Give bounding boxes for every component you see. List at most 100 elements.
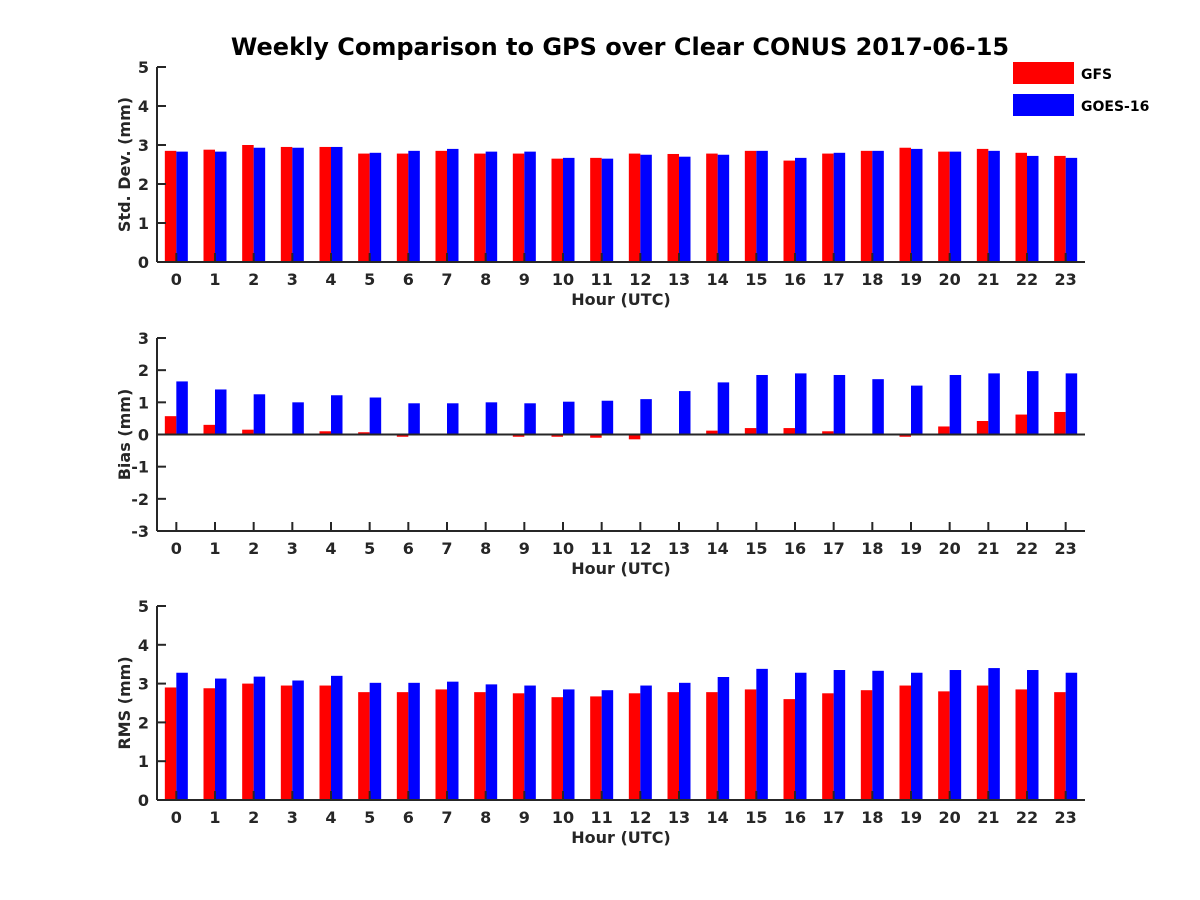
x-tick-label: 12	[629, 539, 651, 558]
x-tick-label: 9	[519, 808, 530, 827]
bar-gfs-hour-0	[164, 416, 177, 435]
bar-gfs-hour-14	[706, 692, 718, 800]
y-tick-label: 0	[138, 791, 149, 810]
bar-goes-16-hour-6	[408, 150, 420, 262]
bar-gfs-hour-7	[435, 689, 447, 800]
x-tick-label: 21	[977, 808, 999, 827]
x-tick-label: 7	[441, 808, 452, 827]
bar-goes-16-hour-17	[833, 374, 846, 435]
bar-gfs-hour-21	[976, 685, 989, 800]
bar-goes-16-hour-8	[485, 684, 498, 800]
x-tick-label: 16	[784, 808, 806, 827]
bar-gfs-hour-2	[242, 683, 254, 800]
bar-gfs-hour-19	[899, 685, 911, 800]
x-tick-label: 21	[977, 270, 999, 289]
bar-goes-16-hour-4	[331, 395, 343, 435]
bar-goes-16-hour-3	[292, 147, 304, 262]
bar-gfs-hour-8	[474, 153, 486, 262]
bar-gfs-hour-12	[628, 153, 641, 262]
y-tick-label: 2	[138, 361, 149, 380]
x-tick-label: 2	[248, 539, 259, 558]
bar-gfs-hour-4	[319, 431, 331, 435]
bar-goes-16-hour-18	[872, 670, 884, 800]
bar-goes-16-hour-20	[949, 374, 962, 435]
bar-goes-16-hour-3	[292, 402, 304, 435]
bar-goes-16-hour-12	[640, 154, 652, 262]
bar-goes-16-hour-7	[447, 681, 459, 800]
x-tick-label: 3	[287, 808, 298, 827]
bar-goes-16-hour-19	[911, 148, 923, 262]
bar-gfs-hour-16	[783, 160, 795, 262]
y-axis-label: Bias (mm)	[115, 389, 134, 481]
bar-gfs-hour-4	[319, 685, 331, 800]
bar-gfs-hour-23	[1054, 692, 1066, 800]
x-tick-label: 0	[171, 270, 182, 289]
bar-gfs-hour-1	[203, 688, 215, 800]
bar-gfs-hour-10	[551, 158, 563, 262]
y-tick-label: 1	[138, 214, 149, 233]
bar-goes-16-hour-6	[408, 682, 420, 800]
bar-goes-16-hour-22	[1027, 670, 1039, 800]
bar-goes-16-hour-12	[640, 685, 652, 800]
bar-goes-16-hour-22	[1027, 371, 1039, 435]
x-tick-label: 22	[1016, 539, 1038, 558]
bar-gfs-hour-17	[822, 153, 834, 262]
x-tick-label: 16	[784, 270, 806, 289]
bar-gfs-hour-11	[590, 434, 602, 438]
x-tick-label: 12	[629, 270, 651, 289]
y-tick-label: 2	[138, 713, 149, 732]
bar-gfs-hour-17	[822, 693, 834, 800]
legend-swatch-gfs	[1013, 62, 1074, 84]
x-tick-label: 1	[209, 808, 220, 827]
x-tick-label: 5	[364, 270, 375, 289]
x-tick-label: 13	[668, 808, 690, 827]
bar-goes-16-hour-7	[447, 148, 459, 262]
x-tick-label: 6	[403, 808, 414, 827]
x-tick-label: 17	[823, 808, 845, 827]
x-tick-label: 20	[939, 808, 961, 827]
x-tick-label: 2	[248, 270, 259, 289]
bar-goes-16-hour-10	[563, 689, 575, 800]
bar-goes-16-hour-5	[369, 682, 382, 800]
x-tick-label: 15	[745, 539, 767, 558]
bar-goes-16-hour-14	[717, 677, 730, 800]
bar-gfs-hour-22	[1015, 689, 1027, 800]
bar-gfs-hour-7	[435, 150, 447, 262]
bar-gfs-hour-22	[1015, 152, 1027, 262]
bar-goes-16-hour-17	[833, 152, 846, 262]
bar-goes-16-hour-15	[756, 374, 768, 435]
bar-gfs-hour-12	[628, 693, 641, 800]
bar-goes-16-hour-21	[988, 373, 1000, 435]
y-axis-label: RMS (mm)	[115, 656, 134, 749]
bar-gfs-hour-22	[1015, 414, 1027, 435]
bar-goes-16-hour-11	[601, 690, 614, 800]
x-tick-label: 8	[480, 539, 491, 558]
x-tick-label: 15	[745, 270, 767, 289]
bar-goes-16-hour-21	[988, 668, 1000, 800]
y-tick-label: 3	[138, 136, 149, 155]
bar-goes-16-hour-15	[756, 668, 768, 800]
x-tick-label: 23	[1055, 808, 1077, 827]
x-tick-label: 16	[784, 539, 806, 558]
bar-gfs-hour-20	[938, 426, 950, 435]
x-tick-label: 9	[519, 270, 530, 289]
bar-gfs-hour-21	[976, 420, 989, 435]
bar-gfs-hour-11	[590, 696, 602, 800]
x-tick-label: 22	[1016, 808, 1038, 827]
x-tick-label: 5	[364, 808, 375, 827]
x-tick-label: 11	[591, 539, 613, 558]
bar-gfs-hour-19	[899, 434, 911, 437]
bar-gfs-hour-16	[783, 699, 795, 800]
bar-gfs-hour-17	[822, 431, 834, 435]
bar-gfs-hour-9	[512, 693, 525, 800]
x-tick-label: 19	[900, 808, 922, 827]
bar-goes-16-hour-8	[485, 151, 498, 262]
bar-goes-16-hour-11	[601, 158, 614, 262]
y-tick-label: 4	[138, 636, 149, 655]
bar-gfs-hour-3	[280, 146, 293, 262]
x-tick-label: 11	[591, 270, 613, 289]
bar-goes-16-hour-0	[176, 381, 188, 435]
x-tick-label: 18	[861, 270, 883, 289]
x-axis-label: Hour (UTC)	[571, 559, 671, 578]
